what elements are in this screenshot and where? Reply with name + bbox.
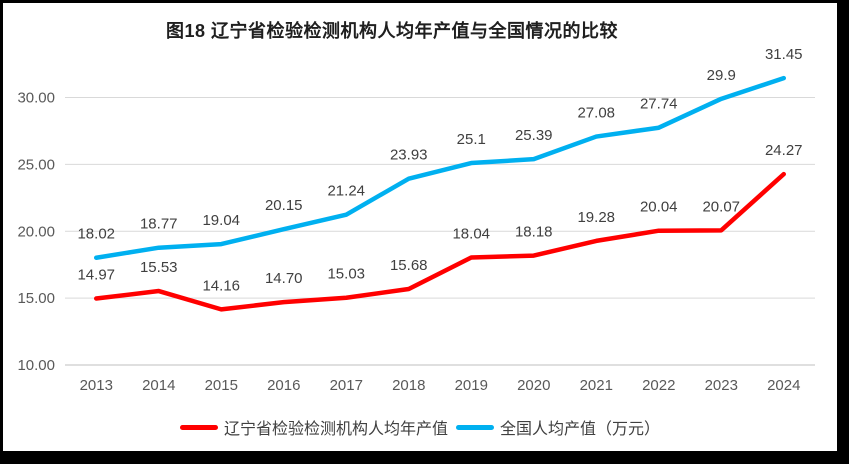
data-label: 15.03 [327, 266, 365, 283]
data-label: 14.97 [77, 267, 115, 284]
data-label: 27.08 [577, 105, 615, 122]
x-axis-label: 2023 [705, 377, 738, 394]
data-label: 18.02 [77, 226, 115, 243]
x-axis-label: 2024 [767, 377, 800, 394]
x-axis-label: 2013 [80, 377, 113, 394]
series-line-national [94, 75, 786, 260]
data-label: 20.07 [702, 198, 740, 215]
data-label: 19.28 [577, 209, 615, 226]
x-axis-label: 2021 [580, 377, 613, 394]
y-axis-label: 10.00 [17, 357, 55, 374]
x-axis-label: 2014 [142, 377, 175, 394]
legend-swatch-blue-line [456, 424, 494, 430]
data-label: 20.04 [640, 199, 678, 216]
data-label: 27.74 [640, 96, 678, 113]
data-label: 18.18 [515, 224, 553, 241]
x-axis-label: 2018 [392, 377, 425, 394]
data-label: 14.70 [265, 270, 303, 287]
x-axis-label: 2016 [267, 377, 300, 394]
legend-item-national: 全国人均产值（万元） [456, 415, 660, 439]
legend-label-liaoning: 辽宁省检验检测机构人均年产值 [223, 421, 448, 438]
data-label: 25.1 [457, 131, 486, 148]
data-label: 25.39 [515, 127, 553, 144]
y-axis-label: 20.00 [17, 223, 55, 240]
chart-area: 图18 辽宁省检验检测机构人均年产值与全国情况的比较 10.00 15.00 20.… [3, 3, 837, 451]
data-label: 18.04 [452, 225, 490, 242]
data-label: 15.53 [140, 259, 178, 276]
data-label: 15.68 [390, 257, 428, 274]
x-axis-label: 2017 [330, 377, 363, 394]
data-label: 21.24 [327, 183, 365, 200]
data-label: 19.04 [202, 212, 240, 229]
data-label: 18.77 [140, 216, 178, 233]
data-label: 29.9 [707, 67, 736, 84]
data-label: 14.16 [202, 277, 240, 294]
x-axis-label: 2020 [517, 377, 550, 394]
x-axis-label: 2019 [455, 377, 488, 394]
data-label: 23.93 [390, 147, 428, 164]
data-label: 20.15 [265, 197, 303, 214]
y-axis-label: 30.00 [17, 90, 55, 107]
line-chart: 10.00 15.00 20.00 25.00 30.00 2013 2014 2015 201… [17, 46, 815, 394]
x-axis-label: 2022 [642, 377, 675, 394]
chart-title: 图18 辽宁省检验检测机构人均年产值与全国情况的比较 [165, 21, 619, 41]
legend-label-national: 全国人均产值（万元） [500, 421, 661, 438]
data-label: 24.27 [765, 142, 803, 159]
y-axis-label: 25.00 [17, 156, 55, 173]
y-axis-label: 15.00 [17, 290, 55, 307]
x-axis-label: 2015 [205, 377, 238, 394]
legend-swatch-red-line [179, 424, 218, 430]
data-label: 31.45 [765, 46, 803, 63]
series-line-liaoning [94, 171, 786, 312]
legend-item-liaoning: 辽宁省检验检测机构人均年产值 [179, 415, 448, 439]
chart-legend: 辽宁省检验检测机构人均年产值 全国人均产值（万元） [3, 416, 837, 438]
